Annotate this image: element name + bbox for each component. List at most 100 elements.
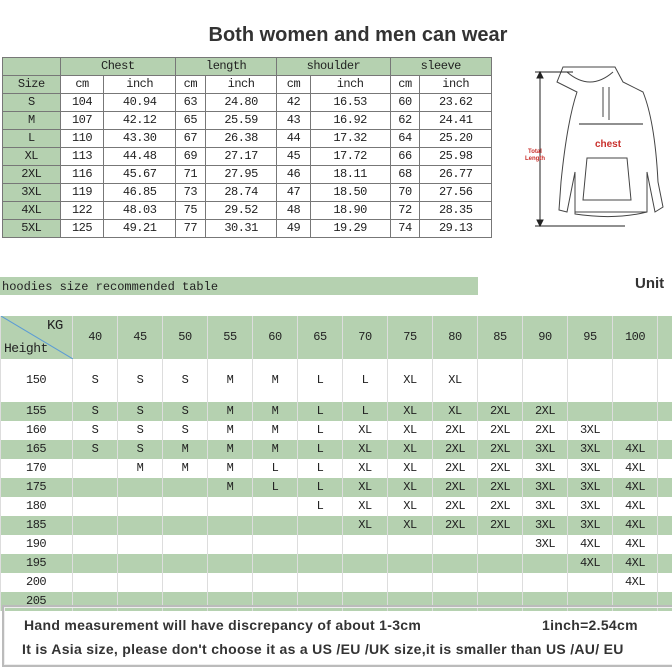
kg-label: KG [47, 318, 63, 334]
size-cell: S [162, 359, 208, 402]
size-cell [252, 516, 298, 535]
size-cell: L [342, 402, 388, 421]
measurement-cell: 65 [174, 111, 206, 130]
size-cell: 4XL [612, 535, 658, 554]
height-label: 175 [0, 478, 73, 497]
size-cell: 4XL [612, 554, 658, 573]
size-cell: XL [342, 421, 388, 440]
weight-header: 65 [297, 316, 343, 359]
size-cell: M [252, 359, 298, 402]
size-cell: M [252, 402, 298, 421]
size-cell: XL [342, 440, 388, 459]
size-cell: 2XL [477, 516, 523, 535]
size-cell [297, 554, 343, 573]
size-cell [387, 535, 433, 554]
height-row: 190 3XL 4XL 4XL [0, 535, 672, 554]
measurement-cell: 73 [174, 183, 206, 202]
size-label: 2XL [2, 165, 61, 184]
size-cell: XL [432, 359, 478, 402]
size-cell [252, 535, 298, 554]
size-cell: M [207, 440, 253, 459]
extra-cell [657, 516, 672, 535]
size-row: M 107 42.12 65 25.59 43 16.92 62 24.41 [2, 111, 492, 130]
measurement-cell: 64 [389, 129, 421, 148]
size-cell: 3XL [522, 497, 568, 516]
height-label: 165 [0, 440, 73, 459]
size-cell: 3XL [522, 535, 568, 554]
total-length-label: Total [528, 149, 542, 155]
size-row: XL 113 44.48 69 27.17 45 17.72 66 25.98 [2, 147, 492, 166]
page-title: Both women and men can wear [208, 24, 508, 46]
unit-label: Unit [635, 275, 665, 292]
group-header-shoulder: shoulder [276, 57, 391, 76]
measurement-cell: 69 [174, 147, 206, 166]
height-label: 200 [0, 573, 73, 592]
size-cell: 2XL [477, 421, 523, 440]
extra-cell [657, 478, 672, 497]
size-cell: XL [342, 497, 388, 516]
measurement-cell: 44.48 [103, 147, 176, 166]
size-cell: XL [432, 402, 478, 421]
height-label: 155 [0, 402, 73, 421]
measurement-cell: 28.74 [204, 183, 278, 202]
measurement-cell: 24.80 [204, 93, 278, 112]
size-cell [387, 554, 433, 573]
size-cell: XL [387, 497, 433, 516]
size-cell [522, 573, 568, 592]
size-cell: 2XL [432, 497, 478, 516]
size-cell [432, 554, 478, 573]
size-cell [252, 497, 298, 516]
size-cell [612, 421, 658, 440]
measurement-cell: 16.53 [309, 93, 391, 112]
size-cell: 2XL [477, 402, 523, 421]
measurement-cell: 68 [389, 165, 421, 184]
size-label: L [2, 129, 61, 148]
height-label: 185 [0, 516, 73, 535]
weight-header: 80 [432, 316, 478, 359]
size-cell: M [162, 440, 208, 459]
size-cell: S [72, 440, 118, 459]
extra-cell [657, 554, 672, 573]
size-cell: L [342, 359, 388, 402]
size-cell [72, 573, 118, 592]
size-cell [432, 535, 478, 554]
total-length-label-2: Length [525, 156, 545, 162]
size-cell: 2XL [432, 421, 478, 440]
weight-header: 75 [387, 316, 433, 359]
height-row: 170 M M M L L XL XL 2XL 2XL 3XL 3XL 4XL [0, 459, 672, 478]
height-row: 150 S S S M M L L XL XL [0, 359, 672, 402]
size-cell: S [117, 421, 163, 440]
weight-header: 85 [477, 316, 523, 359]
size-cell: XL [387, 459, 433, 478]
size-cell [72, 497, 118, 516]
measurement-cell: 17.32 [309, 129, 391, 148]
size-cell: 2XL [477, 459, 523, 478]
note-line-2: It is Asia size, please don't choose it … [22, 641, 624, 657]
size-cell: 3XL [522, 516, 568, 535]
size-cell: 2XL [522, 421, 568, 440]
size-cell: 3XL [522, 440, 568, 459]
size-cell [162, 573, 208, 592]
size-cell [72, 554, 118, 573]
size-cell: XL [387, 402, 433, 421]
size-cell [567, 359, 613, 402]
size-row: 2XL 116 45.67 71 27.95 46 18.11 68 26.77 [2, 165, 492, 184]
size-cell: 2XL [477, 497, 523, 516]
size-cell: S [72, 402, 118, 421]
size-cell: 3XL [567, 440, 613, 459]
size-cell [72, 516, 118, 535]
size-cell: L [297, 459, 343, 478]
size-label: S [2, 93, 61, 112]
size-cell [117, 478, 163, 497]
height-row: 185 XL XL 2XL 2XL 3XL 3XL 4XL [0, 516, 672, 535]
size-cell [252, 573, 298, 592]
size-cell [72, 478, 118, 497]
measurement-cell: 71 [174, 165, 206, 184]
height-label: 160 [0, 421, 73, 440]
size-cell [567, 402, 613, 421]
weight-header-row: KG Height 40 45 50 55 60 65 70 75 80 85 90 95 100 [0, 316, 672, 359]
height-label: 190 [0, 535, 73, 554]
corner-cell [2, 57, 61, 76]
measurement-cell: 29.13 [419, 219, 492, 238]
measurement-cell: 27.95 [204, 165, 278, 184]
